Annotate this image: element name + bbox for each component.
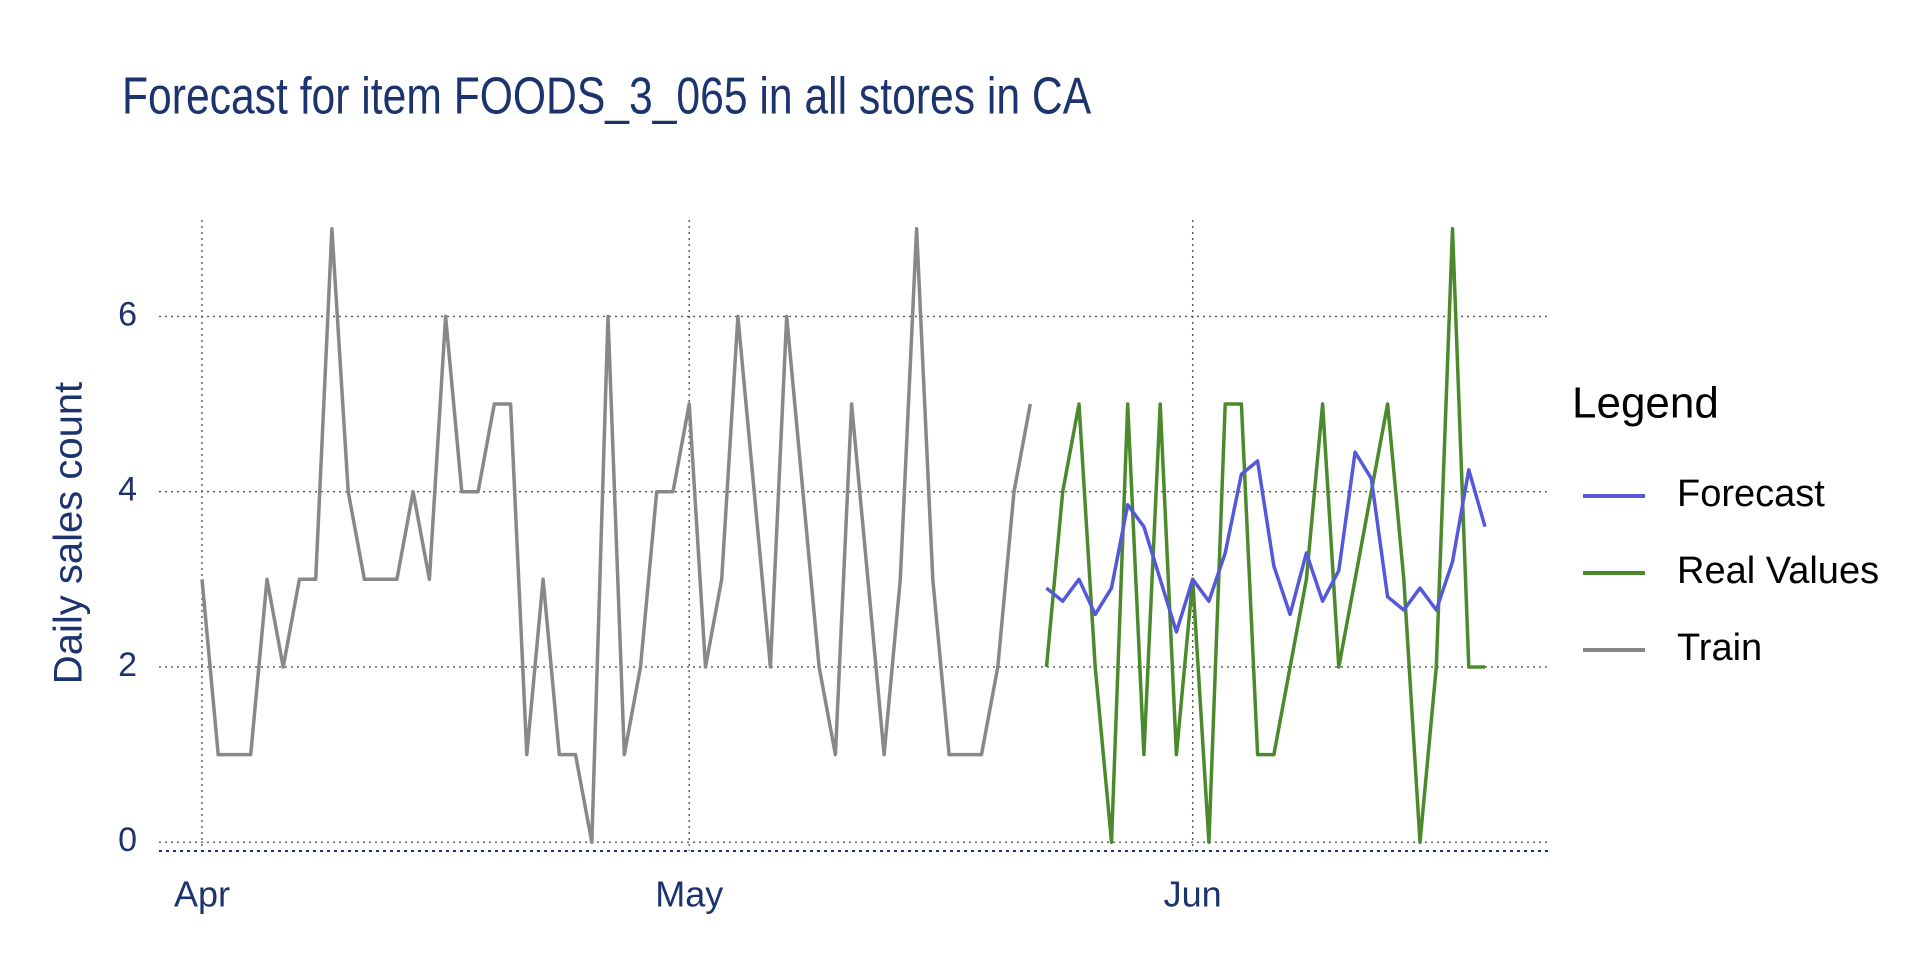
- y-tick-label: 6: [118, 295, 137, 333]
- x-tick-label: Apr: [174, 874, 230, 915]
- legend-label: Train: [1677, 627, 1762, 669]
- y-tick-label: 0: [118, 821, 137, 859]
- y-tick-label: 4: [118, 471, 137, 509]
- x-tick-label: Jun: [1164, 874, 1222, 915]
- chart-title: Forecast for item FOODS_3_065 in all sto…: [122, 68, 1091, 126]
- y-axis-label: Daily sales count: [47, 382, 91, 684]
- series-line: [1045, 450, 1487, 634]
- legend-label: Real Values: [1677, 550, 1879, 592]
- legend-label: Forecast: [1677, 473, 1825, 515]
- legend-title: Legend: [1572, 379, 1719, 428]
- y-tick-label: 2: [118, 646, 137, 684]
- series-line: [200, 227, 1033, 844]
- x-tick-label: May: [655, 874, 723, 915]
- series-line: [1044, 227, 1485, 844]
